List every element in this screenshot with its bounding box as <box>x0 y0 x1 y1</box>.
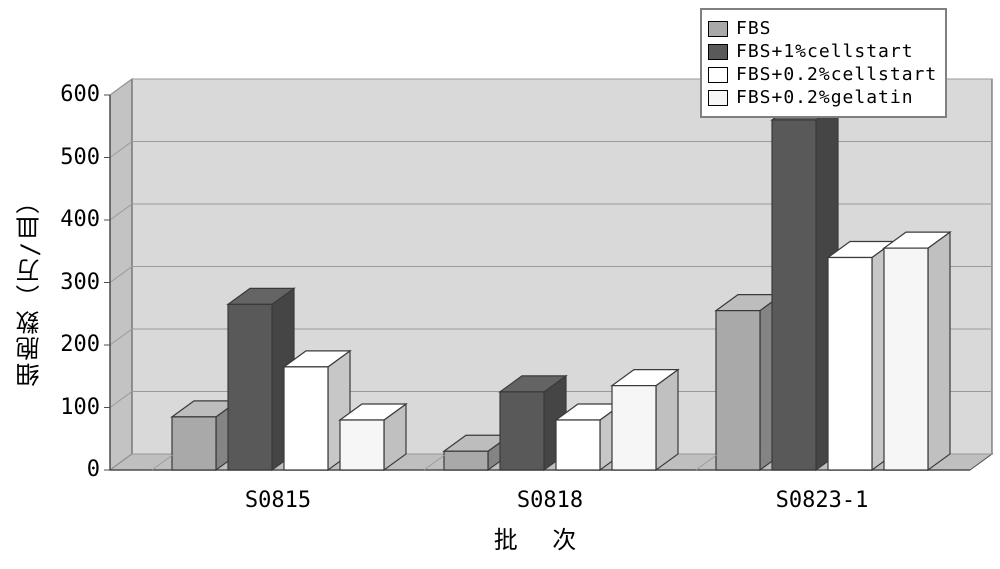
ytick-label: 400 <box>50 207 100 232</box>
legend-label: FBS <box>736 18 772 39</box>
cell-count-bar-chart: FBSFBS+1%cellstartFBS+0.2%cellstartFBS+0… <box>0 0 1000 569</box>
legend-swatch <box>708 67 728 83</box>
y-axis-label: 细胞数（万/皿） <box>12 188 47 386</box>
ytick-label: 100 <box>50 395 100 420</box>
legend-swatch <box>708 21 728 37</box>
legend-swatch <box>708 90 728 106</box>
ytick-label: 200 <box>50 332 100 357</box>
ytick-label: 0 <box>50 457 100 482</box>
xtick-label: S0823-1 <box>776 488 869 513</box>
x-axis-label: 批 次 <box>494 520 586 555</box>
legend-label: FBS+0.2%gelatin <box>736 87 914 108</box>
legend: FBSFBS+1%cellstartFBS+0.2%cellstartFBS+0… <box>700 8 947 118</box>
legend-item: FBS+1%cellstart <box>708 41 937 62</box>
legend-item: FBS+0.2%gelatin <box>708 87 937 108</box>
xtick-label: S0818 <box>517 488 583 513</box>
legend-item: FBS+0.2%cellstart <box>708 64 937 85</box>
legend-label: FBS+0.2%cellstart <box>736 64 937 85</box>
ytick-label: 500 <box>50 145 100 170</box>
legend-swatch <box>708 44 728 60</box>
ytick-label: 600 <box>50 82 100 107</box>
legend-label: FBS+1%cellstart <box>736 41 914 62</box>
xtick-label: S0815 <box>245 488 311 513</box>
ytick-label: 300 <box>50 270 100 295</box>
legend-item: FBS <box>708 18 937 39</box>
